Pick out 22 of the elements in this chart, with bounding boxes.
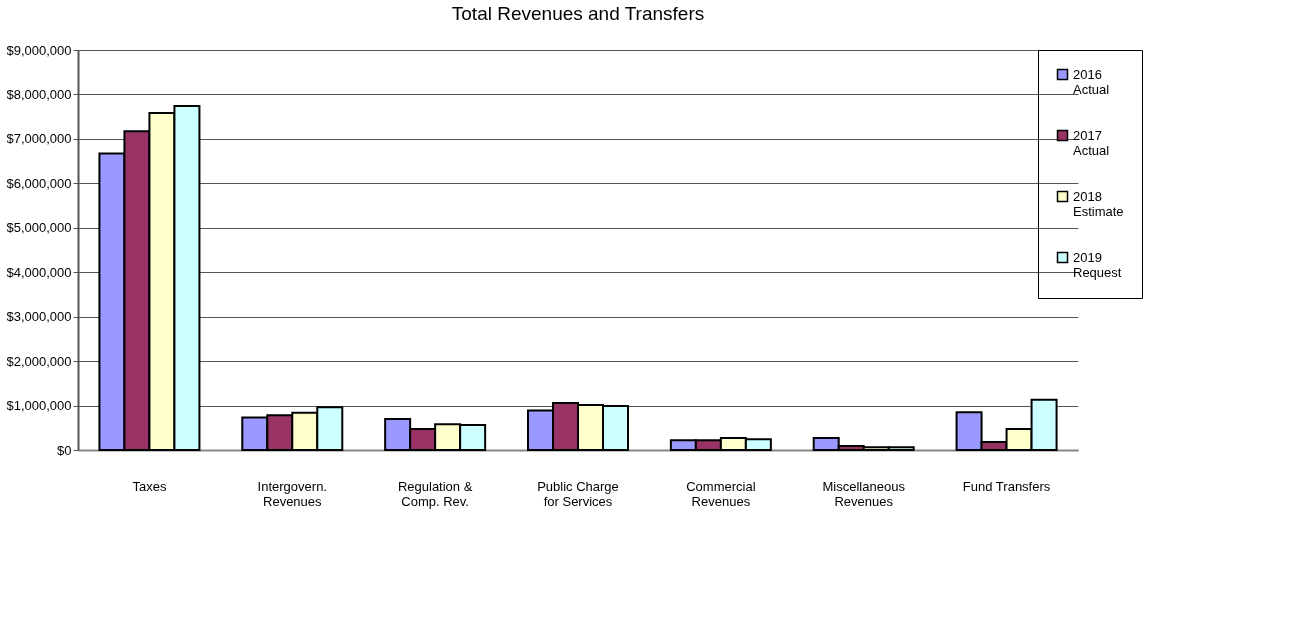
legend-label: 2018 Estimate (1073, 188, 1124, 219)
x-tick-label: Miscellaneous Revenues (822, 478, 906, 509)
x-tick-label: Taxes (132, 478, 167, 494)
y-tick-label: $7,000,000 (6, 131, 72, 147)
y-tick-label: $4,000,000 (6, 264, 72, 280)
y-tick-label: $1,000,000 (6, 398, 72, 414)
y-tick-label: $9,000,000 (6, 42, 72, 58)
y-tick-label: $6,000,000 (6, 175, 72, 191)
x-tick-label: Commercial Revenues (686, 478, 756, 509)
y-tick-label: $5,000,000 (6, 220, 72, 236)
y-tick-label: $8,000,000 (6, 86, 72, 102)
y-tick-label: $3,000,000 (6, 309, 72, 325)
legend-label: 2019 Request (1073, 249, 1122, 280)
x-tick-label: Regulation & Comp. Rev. (397, 478, 473, 509)
x-tick-label: Fund Transfers (962, 478, 1051, 494)
legend-label: 2017 Actual (1073, 127, 1110, 158)
chart-title: Total Revenues and Transfers (451, 3, 705, 24)
y-tick-label: $0 (57, 442, 72, 458)
x-tick-label: Intergovern. Revenues (257, 478, 327, 509)
legend-label: 2016 Actual (1073, 66, 1110, 97)
y-tick-label: $2,000,000 (6, 353, 72, 369)
x-tick-label: Public Charge for Services (537, 478, 619, 509)
